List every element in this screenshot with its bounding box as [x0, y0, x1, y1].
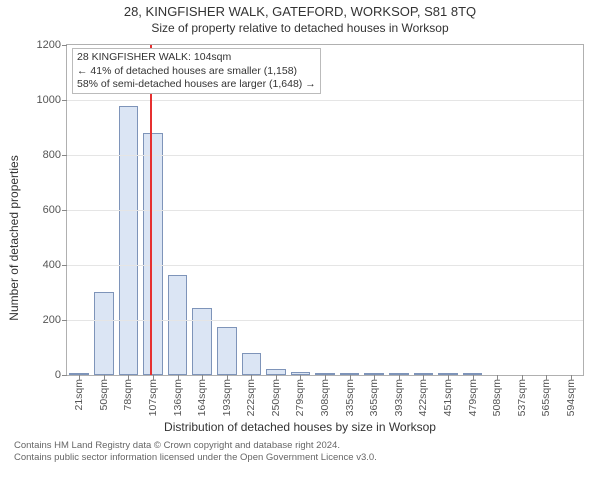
footer-line-1: Contains HM Land Registry data © Crown c…	[14, 440, 594, 452]
y-tick-label: 1200	[37, 39, 61, 51]
y-tick-label: 1000	[37, 94, 61, 106]
x-tick-label: 21sqm	[73, 379, 85, 411]
y-tick-mark	[62, 155, 67, 156]
x-tick-mark	[546, 375, 547, 380]
y-tick-mark	[62, 100, 67, 101]
bar	[192, 308, 212, 375]
x-tick-label: 335sqm	[344, 379, 356, 416]
gridline	[67, 155, 583, 156]
x-tick-mark	[202, 375, 203, 380]
x-tick-mark	[128, 375, 129, 380]
x-tick-label: 594sqm	[565, 379, 577, 416]
y-tick-mark	[62, 375, 67, 376]
x-tick-mark	[448, 375, 449, 380]
annotation-line-3: 58% of semi-detached houses are larger (…	[77, 78, 316, 91]
gridline	[67, 100, 583, 101]
y-tick-label: 600	[43, 204, 61, 216]
x-tick-mark	[276, 375, 277, 380]
bar	[242, 353, 262, 375]
x-tick-mark	[104, 375, 105, 380]
x-tick-label: 451sqm	[442, 379, 454, 416]
x-tick-label: 565sqm	[540, 379, 552, 416]
footer-attribution: Contains HM Land Registry data © Crown c…	[6, 440, 594, 464]
y-tick-mark	[62, 210, 67, 211]
x-tick-mark	[325, 375, 326, 380]
gridline	[67, 265, 583, 266]
chart-title: 28, KINGFISHER WALK, GATEFORD, WORKSOP, …	[6, 4, 594, 21]
x-tick-mark	[473, 375, 474, 380]
chart-container: 28, KINGFISHER WALK, GATEFORD, WORKSOP, …	[0, 0, 600, 500]
property-marker-line	[150, 45, 152, 375]
annotation-box: 28 KINGFISHER WALK: 104sqm ← 41% of deta…	[72, 48, 321, 93]
x-tick-label: 537sqm	[516, 379, 528, 416]
x-tick-label: 422sqm	[417, 379, 429, 416]
y-tick-mark	[62, 265, 67, 266]
x-tick-mark	[251, 375, 252, 380]
y-tick-mark	[62, 320, 67, 321]
y-tick-label: 800	[43, 149, 61, 161]
y-tick-label: 200	[43, 314, 61, 326]
x-tick-mark	[300, 375, 301, 380]
bar	[168, 275, 188, 375]
x-tick-mark	[79, 375, 80, 380]
plot-area: 21sqm50sqm78sqm107sqm136sqm164sqm193sqm2…	[66, 44, 584, 376]
x-axis-label: Distribution of detached houses by size …	[6, 420, 594, 434]
x-tick-mark	[153, 375, 154, 380]
x-tick-label: 78sqm	[122, 379, 134, 411]
x-tick-label: 136sqm	[172, 379, 184, 416]
chart-box: Number of detached properties 21sqm50sqm…	[6, 38, 594, 438]
x-tick-label: 479sqm	[467, 379, 479, 416]
x-tick-mark	[178, 375, 179, 380]
gridline	[67, 320, 583, 321]
bar	[119, 106, 139, 376]
y-tick-mark	[62, 45, 67, 46]
x-tick-label: 279sqm	[294, 379, 306, 416]
x-tick-label: 164sqm	[196, 379, 208, 416]
x-tick-mark	[571, 375, 572, 380]
x-tick-label: 193sqm	[221, 379, 233, 416]
annotation-line-2: ← 41% of detached houses are smaller (1,…	[77, 65, 316, 78]
bar	[143, 133, 163, 375]
bar	[266, 369, 286, 376]
x-tick-label: 308sqm	[319, 379, 331, 416]
x-tick-label: 250sqm	[270, 379, 282, 416]
x-tick-label: 107sqm	[147, 379, 159, 416]
y-tick-label: 400	[43, 259, 61, 271]
bar	[217, 327, 237, 375]
x-tick-mark	[497, 375, 498, 380]
x-tick-label: 508sqm	[491, 379, 503, 416]
x-tick-label: 222sqm	[245, 379, 257, 416]
x-tick-mark	[350, 375, 351, 380]
y-tick-label: 0	[55, 369, 61, 381]
annotation-line-1: 28 KINGFISHER WALK: 104sqm	[77, 51, 316, 64]
bar	[94, 292, 114, 376]
x-tick-mark	[423, 375, 424, 380]
gridline	[67, 210, 583, 211]
footer-line-2: Contains public sector information licen…	[14, 452, 594, 464]
x-tick-mark	[227, 375, 228, 380]
x-tick-label: 365sqm	[368, 379, 380, 416]
x-tick-mark	[522, 375, 523, 380]
x-tick-mark	[399, 375, 400, 380]
x-tick-label: 393sqm	[393, 379, 405, 416]
y-axis-label: Number of detached properties	[7, 156, 21, 321]
x-tick-mark	[374, 375, 375, 380]
x-tick-label: 50sqm	[98, 379, 110, 411]
chart-subtitle: Size of property relative to detached ho…	[6, 21, 594, 37]
